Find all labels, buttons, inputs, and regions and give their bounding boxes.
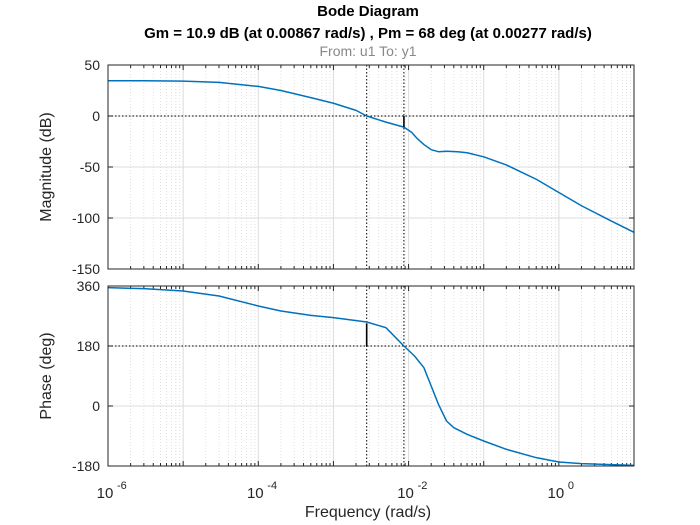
phase-y-tick-label: 360	[77, 278, 101, 294]
phase-plot-area	[108, 286, 634, 466]
magnitude-y-tick-label: -100	[72, 210, 100, 226]
magnitude-axes-box	[107, 64, 635, 270]
chart-title: Bode Diagram	[317, 3, 419, 20]
phase-y-tick-label: 0	[92, 398, 100, 414]
magnitude-y-label: Magnitude (dB)	[38, 112, 55, 221]
margins-subtitle: Gm = 10.9 dB (at 0.00867 rad/s) , Pm = 6…	[144, 25, 592, 42]
magnitude-panel: 50 0 -50 -100 -150	[72, 57, 635, 277]
phase-panel: 360 180 0 -180	[72, 278, 635, 474]
x-tick-exponent: -2	[418, 480, 428, 492]
x-tick-label: 10	[548, 485, 565, 502]
magnitude-y-tick-label: -150	[72, 261, 100, 277]
magnitude-y-tick-label: 0	[92, 108, 100, 124]
frequency-ticks: 10 -6 10 -4 10 -2 10 0	[97, 480, 574, 502]
x-tick-label: 10	[97, 485, 114, 502]
magnitude-y-tick-label: 50	[84, 57, 100, 73]
x-axis-label: Frequency (rad/s)	[305, 504, 431, 521]
x-tick-exponent: 0	[568, 480, 574, 492]
phase-y-label: Phase (deg)	[38, 332, 55, 419]
phase-axes-box	[107, 285, 635, 467]
x-tick-exponent: -4	[267, 480, 277, 492]
magnitude-y-tick-label: -50	[80, 159, 100, 175]
x-tick-exponent: -6	[117, 480, 127, 492]
phase-y-tick-label: 180	[77, 338, 101, 354]
x-tick-label: 10	[247, 485, 264, 502]
magnitude-response-line	[108, 80, 635, 233]
phase-y-tick-label: -180	[72, 458, 100, 474]
x-tick-label: 10	[397, 485, 414, 502]
phase-response-line	[107, 286, 635, 467]
io-label: From: u1 To: y1	[319, 43, 416, 59]
